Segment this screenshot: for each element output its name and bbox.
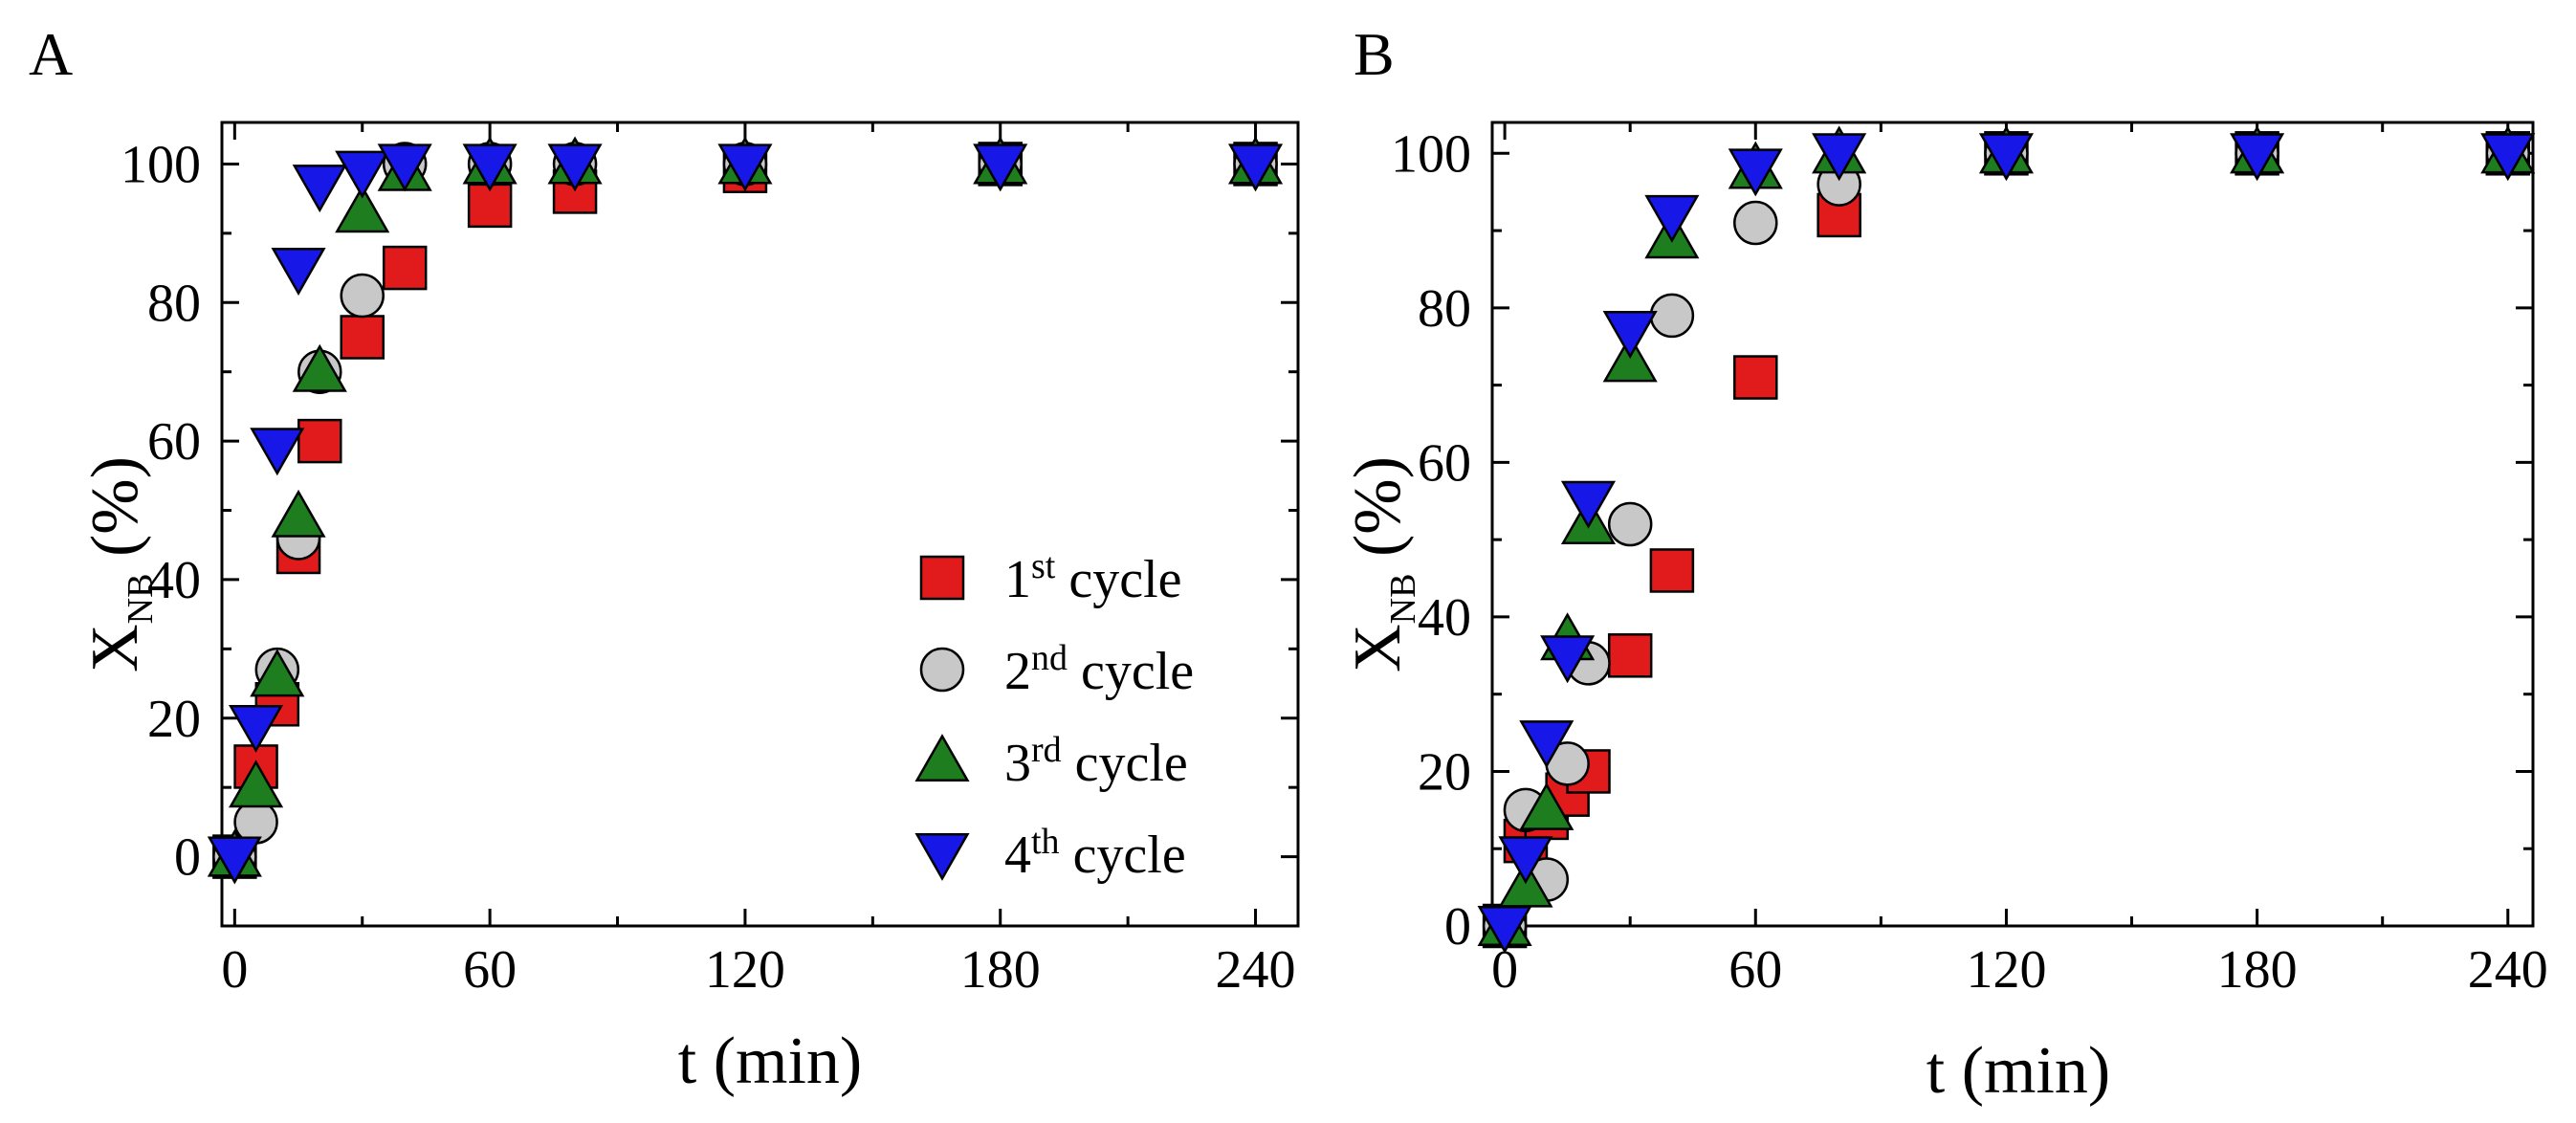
- panel-a-point-1st-cycle: [382, 245, 428, 291]
- panel-b-point-3rd-cycle: [1519, 782, 1574, 830]
- panel-b-y-tick-label: 0: [1444, 897, 1471, 957]
- panel-a-x-tick-label: 180: [960, 940, 1041, 1000]
- legend-label-2nd-cycle: 2nd cycle: [1004, 638, 1194, 701]
- panel-a-point-4th-cycle: [335, 150, 390, 199]
- panel-a-point-4th-cycle: [717, 143, 773, 192]
- legend-item-1st-cycle: 1st cycle: [919, 546, 1181, 609]
- panel-a-point-3rd-cycle: [292, 343, 347, 392]
- panel-a-x-tick-label: 60: [463, 940, 517, 1000]
- panel-b-point-4th-cycle: [1519, 720, 1574, 769]
- panel-a-point-4th-cycle: [250, 428, 305, 476]
- panel-b-point-4th-cycle: [1812, 133, 1867, 182]
- panel-b-x-tick-label: 240: [2468, 940, 2548, 1000]
- panel-a-point-4th-cycle: [292, 165, 347, 213]
- legend-marker-2nd-cycle-shape: [919, 647, 965, 693]
- legend-marker-3rd-cycle-shape: [914, 734, 970, 782]
- panel-a-y-axis-title: XNB (%): [78, 456, 161, 672]
- panel-b-point-4th-cycle: [1477, 905, 1532, 954]
- legend-label-1st-cycle: 1st cycle: [1004, 546, 1181, 609]
- panel-b-y-axis-title: XNB (%): [1341, 456, 1423, 672]
- panel-b-series-4th-cycle: [1477, 133, 2536, 954]
- panel-b-point-1st-cycle: [1733, 355, 1778, 400]
- panel-a-x-tick-label: 120: [705, 940, 785, 1000]
- panel-b-point-4th-cycle: [1978, 133, 2034, 182]
- panel-a-point-4th-cycle: [462, 143, 517, 192]
- legend-marker-4th-cycle-shape: [914, 832, 970, 881]
- panel-a-ticks: 0 60 120 180 240 0 20 40 60 80 100: [121, 122, 1298, 1000]
- panel-a-y-tick-label: 40: [147, 551, 201, 610]
- panel-b-point-3rd-cycle: [1602, 334, 1658, 383]
- panel-a-y-tick-label: 80: [147, 274, 201, 333]
- panel-a-x-tick-label: 0: [221, 940, 248, 1000]
- panel-b-point-4th-cycle: [1540, 635, 1596, 684]
- panel-a-point-1st-cycle: [340, 315, 385, 360]
- panel-a-point-4th-cycle: [229, 704, 284, 753]
- panel-a-point-4th-cycle: [377, 143, 432, 192]
- panel-a-point-4th-cycle: [207, 836, 262, 885]
- panel-a-point-4th-cycle: [1227, 143, 1284, 192]
- legend-label-3rd-cycle: 3rd cycle: [1004, 730, 1188, 793]
- panel-b-point-4th-cycle: [1644, 194, 1700, 243]
- legend-item-2nd-cycle: 2nd cycle: [919, 638, 1194, 701]
- panel-b-point-4th-cycle: [1728, 148, 1783, 197]
- panel-a-y-tick-label: 0: [174, 828, 201, 888]
- panel-a-y-tick-label: 20: [147, 690, 201, 749]
- panel-b-y-tick-label: 80: [1418, 279, 1471, 339]
- panel-a-point-3rd-cycle: [271, 489, 326, 538]
- panel-a-x-axis-title: t (min): [678, 1024, 862, 1098]
- panel-a-y-tick-label: 100: [121, 135, 201, 194]
- panel-b-point-4th-cycle: [2230, 133, 2285, 182]
- panel-a-point-4th-cycle: [271, 248, 326, 296]
- legend-item-4th-cycle: 4th cycle: [914, 822, 1186, 885]
- panel-b-x-tick-label: 120: [1966, 940, 2046, 1000]
- panel-b-y-tick-label: 100: [1391, 124, 1471, 184]
- panel-b-plot-frame: [1490, 121, 2535, 928]
- panel-a-point-4th-cycle: [547, 143, 603, 192]
- panel-a-legend: 1st cycle 2nd cycle 3rd cycle 4th cycle: [914, 546, 1194, 885]
- panel-b-point-1st-cycle: [1649, 548, 1695, 593]
- panel-a-point-3rd-cycle: [335, 185, 390, 233]
- panel-b-point-2nd-cycle: [1733, 200, 1778, 246]
- panel-b-y-tick-label: 60: [1418, 433, 1471, 493]
- panel-b-point-2nd-cycle: [1649, 293, 1695, 339]
- panel-b-y-tick-label: 40: [1418, 588, 1471, 648]
- panel-b-x-axis-title: t (min): [1926, 1034, 2110, 1108]
- legend-item-3rd-cycle: 3rd cycle: [914, 730, 1188, 793]
- panel-a: A 0 60 120 180 240 0 20 40 60 80 100 XNB (%) t (mi…: [29, 20, 1300, 1098]
- panel-b-point-4th-cycle: [1602, 311, 1658, 359]
- legend-marker-4th-cycle: [914, 832, 970, 881]
- legend-marker-3rd-cycle: [914, 734, 970, 782]
- panel-b-point-4th-cycle: [1498, 836, 1553, 885]
- panel-a-plot-frame: [220, 121, 1300, 928]
- panel-b-point-4th-cycle: [2480, 133, 2536, 182]
- panel-a-point-2nd-cycle: [340, 273, 385, 319]
- panel-a-point-3rd-cycle: [229, 760, 284, 808]
- legend-marker-1st-cycle: [919, 555, 965, 601]
- panel-b-data-points: [1477, 125, 2536, 954]
- panel-a-point-1st-cycle: [297, 418, 342, 464]
- panel-b-x-tick-label: 180: [2217, 940, 2298, 1000]
- panel-a-x-tick-label: 240: [1216, 940, 1296, 1000]
- panel-b-point-1st-cycle: [1607, 633, 1653, 678]
- panel-a-point-3rd-cycle: [250, 649, 305, 697]
- legend-marker-2nd-cycle: [919, 647, 965, 693]
- panel-b-x-tick-label: 60: [1728, 940, 1782, 1000]
- legend-marker-1st-cycle-shape: [919, 555, 965, 601]
- panel-a-series-4th-cycle: [207, 143, 1284, 885]
- panel-a-data-points: [207, 136, 1284, 885]
- panel-b-point-4th-cycle: [1560, 480, 1617, 529]
- legend-label-4th-cycle: 4th cycle: [1004, 822, 1186, 885]
- panel-a-label: A: [29, 20, 73, 88]
- panel-a-point-4th-cycle: [973, 143, 1028, 192]
- panel-b-label: B: [1354, 20, 1395, 88]
- panel-a-y-tick-label: 60: [147, 412, 201, 472]
- panel-b-y-tick-label: 20: [1418, 742, 1471, 802]
- panel-b-point-2nd-cycle: [1607, 501, 1653, 547]
